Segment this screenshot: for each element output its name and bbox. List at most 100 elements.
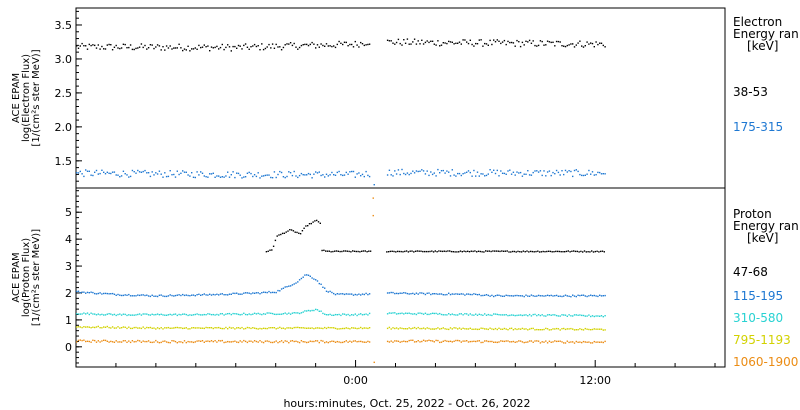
- electron-data-point: [147, 47, 150, 49]
- proton-data-point: [320, 339, 322, 342]
- proton-data-point: [480, 294, 482, 297]
- proton-data-point: [581, 341, 583, 344]
- electron-data-point: [505, 173, 507, 175]
- proton-data-point: [441, 250, 444, 253]
- electron-data-point: [183, 171, 186, 173]
- proton-data-point: [230, 293, 232, 295]
- proton-data-point: [252, 313, 254, 315]
- proton-data-point: [313, 327, 315, 330]
- proton-data-point: [113, 341, 116, 343]
- proton-data-point: [342, 313, 344, 315]
- proton-data-point: [341, 250, 343, 253]
- proton-data-point: [409, 250, 411, 252]
- proton-data-point: [329, 327, 331, 329]
- proton-data-point: [156, 341, 159, 343]
- proton-data-point: [325, 250, 327, 252]
- proton-data-point: [484, 294, 486, 296]
- proton-data-point: [402, 251, 404, 253]
- proton-data-point: [566, 295, 568, 297]
- proton-data-point: [460, 293, 462, 295]
- proton-data-point: [298, 312, 301, 315]
- proton-data-point: [117, 313, 119, 316]
- proton-data-point: [485, 340, 488, 342]
- proton-data-point: [225, 313, 227, 315]
- proton-data-point: [223, 341, 225, 344]
- proton-data-point: [122, 313, 125, 315]
- proton-data-point: [522, 250, 525, 252]
- proton-data-point: [212, 327, 214, 330]
- electron-data-point: [528, 174, 531, 176]
- proton-data-point: [203, 341, 205, 343]
- proton-data-point: [324, 287, 326, 289]
- electron-data-point: [503, 39, 506, 42]
- electron-data-point: [561, 45, 563, 47]
- proton-data-point: [584, 341, 586, 343]
- proton-data-point: [442, 340, 444, 342]
- proton-data-point: [600, 250, 602, 253]
- electron-data-point: [212, 172, 214, 174]
- electron-data-point: [268, 174, 270, 176]
- proton-data-point: [392, 341, 394, 343]
- proton-data-point: [174, 313, 177, 315]
- electron-data-point: [295, 175, 297, 177]
- proton-data-point: [313, 278, 315, 280]
- electron-data-point: [119, 176, 121, 178]
- proton-data-point: [113, 293, 116, 295]
- proton-data-point: [171, 294, 173, 297]
- electron-data-point: [81, 42, 83, 45]
- proton-data-point: [124, 340, 126, 342]
- proton-data-point: [410, 313, 412, 315]
- proton-data-point: [440, 293, 443, 295]
- proton-data-point: [230, 327, 232, 329]
- electron-data-point: [466, 171, 468, 173]
- proton-data-point: [81, 339, 83, 342]
- proton-data-point: [521, 327, 524, 330]
- electron-data-point: [584, 174, 586, 176]
- proton-data-point: [354, 327, 356, 329]
- electron-data-point: [500, 42, 502, 45]
- proton-data-point: [253, 292, 256, 294]
- electron-data-point: [167, 175, 170, 178]
- proton-data-point: [293, 326, 295, 329]
- proton-data-point: [137, 327, 139, 329]
- proton-data-point: [449, 250, 451, 252]
- electron-data-point: [295, 46, 297, 48]
- electron-data-point: [340, 174, 342, 176]
- proton-data-point: [563, 342, 565, 344]
- electron-data-point: [388, 169, 391, 171]
- proton-data-point: [306, 327, 308, 329]
- electron-data-point: [94, 171, 96, 173]
- proton-data-point: [479, 250, 481, 253]
- proton-data-point: [480, 341, 482, 344]
- proton-data-point: [86, 291, 89, 294]
- electron-data-point: [516, 39, 518, 42]
- electron-data-point: [444, 42, 446, 44]
- electron-data-point: [462, 173, 464, 175]
- proton-data-point: [261, 292, 263, 294]
- proton-data-point: [169, 294, 171, 296]
- proton-data-point: [415, 341, 418, 343]
- proton-data-point: [579, 341, 581, 343]
- proton-data-point: [261, 313, 263, 316]
- proton-data-point: [528, 328, 531, 330]
- proton-data-point: [401, 292, 403, 294]
- proton-data-point: [426, 340, 428, 342]
- proton-data-point: [255, 327, 258, 330]
- electron-data-point: [214, 176, 216, 178]
- proton-data-point: [259, 293, 261, 295]
- electron-data-point: [322, 44, 324, 47]
- proton-data-point: [500, 340, 502, 342]
- proton-data-point: [183, 294, 186, 297]
- proton-data-point: [156, 313, 159, 315]
- proton-data-point: [133, 326, 135, 329]
- proton-data-point: [519, 328, 522, 330]
- electron-data-point: [88, 170, 90, 172]
- proton-data-point: [280, 340, 283, 342]
- proton-ylabel-line: log(Proton Flux): [21, 238, 32, 317]
- electron-data-point: [203, 175, 205, 177]
- proton-data-point: [97, 325, 99, 328]
- electron-data-point: [426, 170, 428, 172]
- electron-data-point: [394, 170, 396, 172]
- electron-data-point: [153, 47, 155, 50]
- proton-data-point: [198, 293, 200, 295]
